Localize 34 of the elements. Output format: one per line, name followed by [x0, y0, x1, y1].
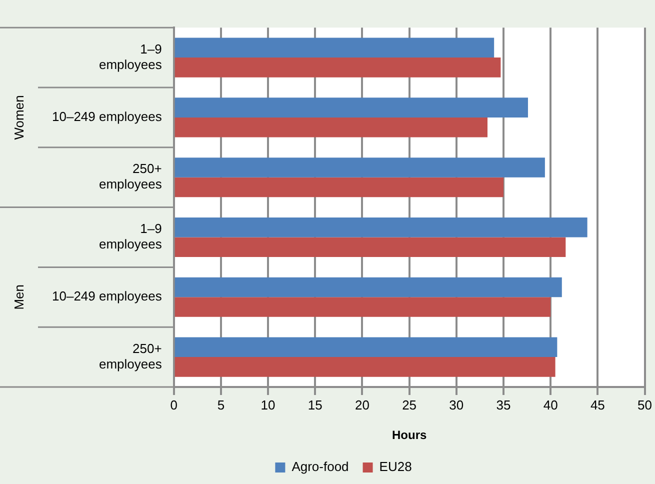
bar [174, 217, 588, 238]
y-tick-label: 1–9 employees [98, 41, 162, 72]
legend-label: Agro-food [292, 459, 349, 474]
x-tick-label: 5 [217, 397, 225, 412]
y-tick-label: 250+ employees [98, 161, 162, 192]
x-tick-label: 20 [354, 397, 370, 412]
bar [174, 177, 504, 198]
x-tick-label: 40 [543, 397, 558, 412]
legend-label: EU28 [379, 459, 412, 474]
y-tick-label: 10–249 employees [52, 288, 162, 304]
x-tick-label: 45 [590, 397, 605, 412]
x-tick-label: 25 [402, 397, 417, 412]
x-tick-label: 50 [638, 397, 652, 412]
text: Women [12, 95, 27, 140]
y-tick-label: 250+ employees [98, 340, 162, 372]
bar [174, 58, 501, 78]
x-axis-title: Hours [392, 428, 427, 442]
bar [174, 98, 528, 118]
x-tick-label: 15 [308, 397, 322, 412]
x-tick-label: 35 [496, 397, 511, 412]
bar [174, 158, 545, 178]
x-tick-label: 0 [170, 397, 178, 412]
y-tick-label: 10–249 employees [52, 109, 162, 124]
bar [174, 357, 556, 377]
bar [174, 297, 551, 317]
bar [174, 237, 566, 258]
bar [174, 117, 488, 138]
x-tick-label: 10 [260, 397, 276, 412]
bar [174, 38, 494, 58]
bar [174, 277, 562, 298]
y-tick-label: 1–9 employees [98, 221, 162, 252]
bar [174, 337, 558, 358]
x-tick-label: 30 [449, 397, 464, 412]
text: Men [12, 284, 27, 310]
